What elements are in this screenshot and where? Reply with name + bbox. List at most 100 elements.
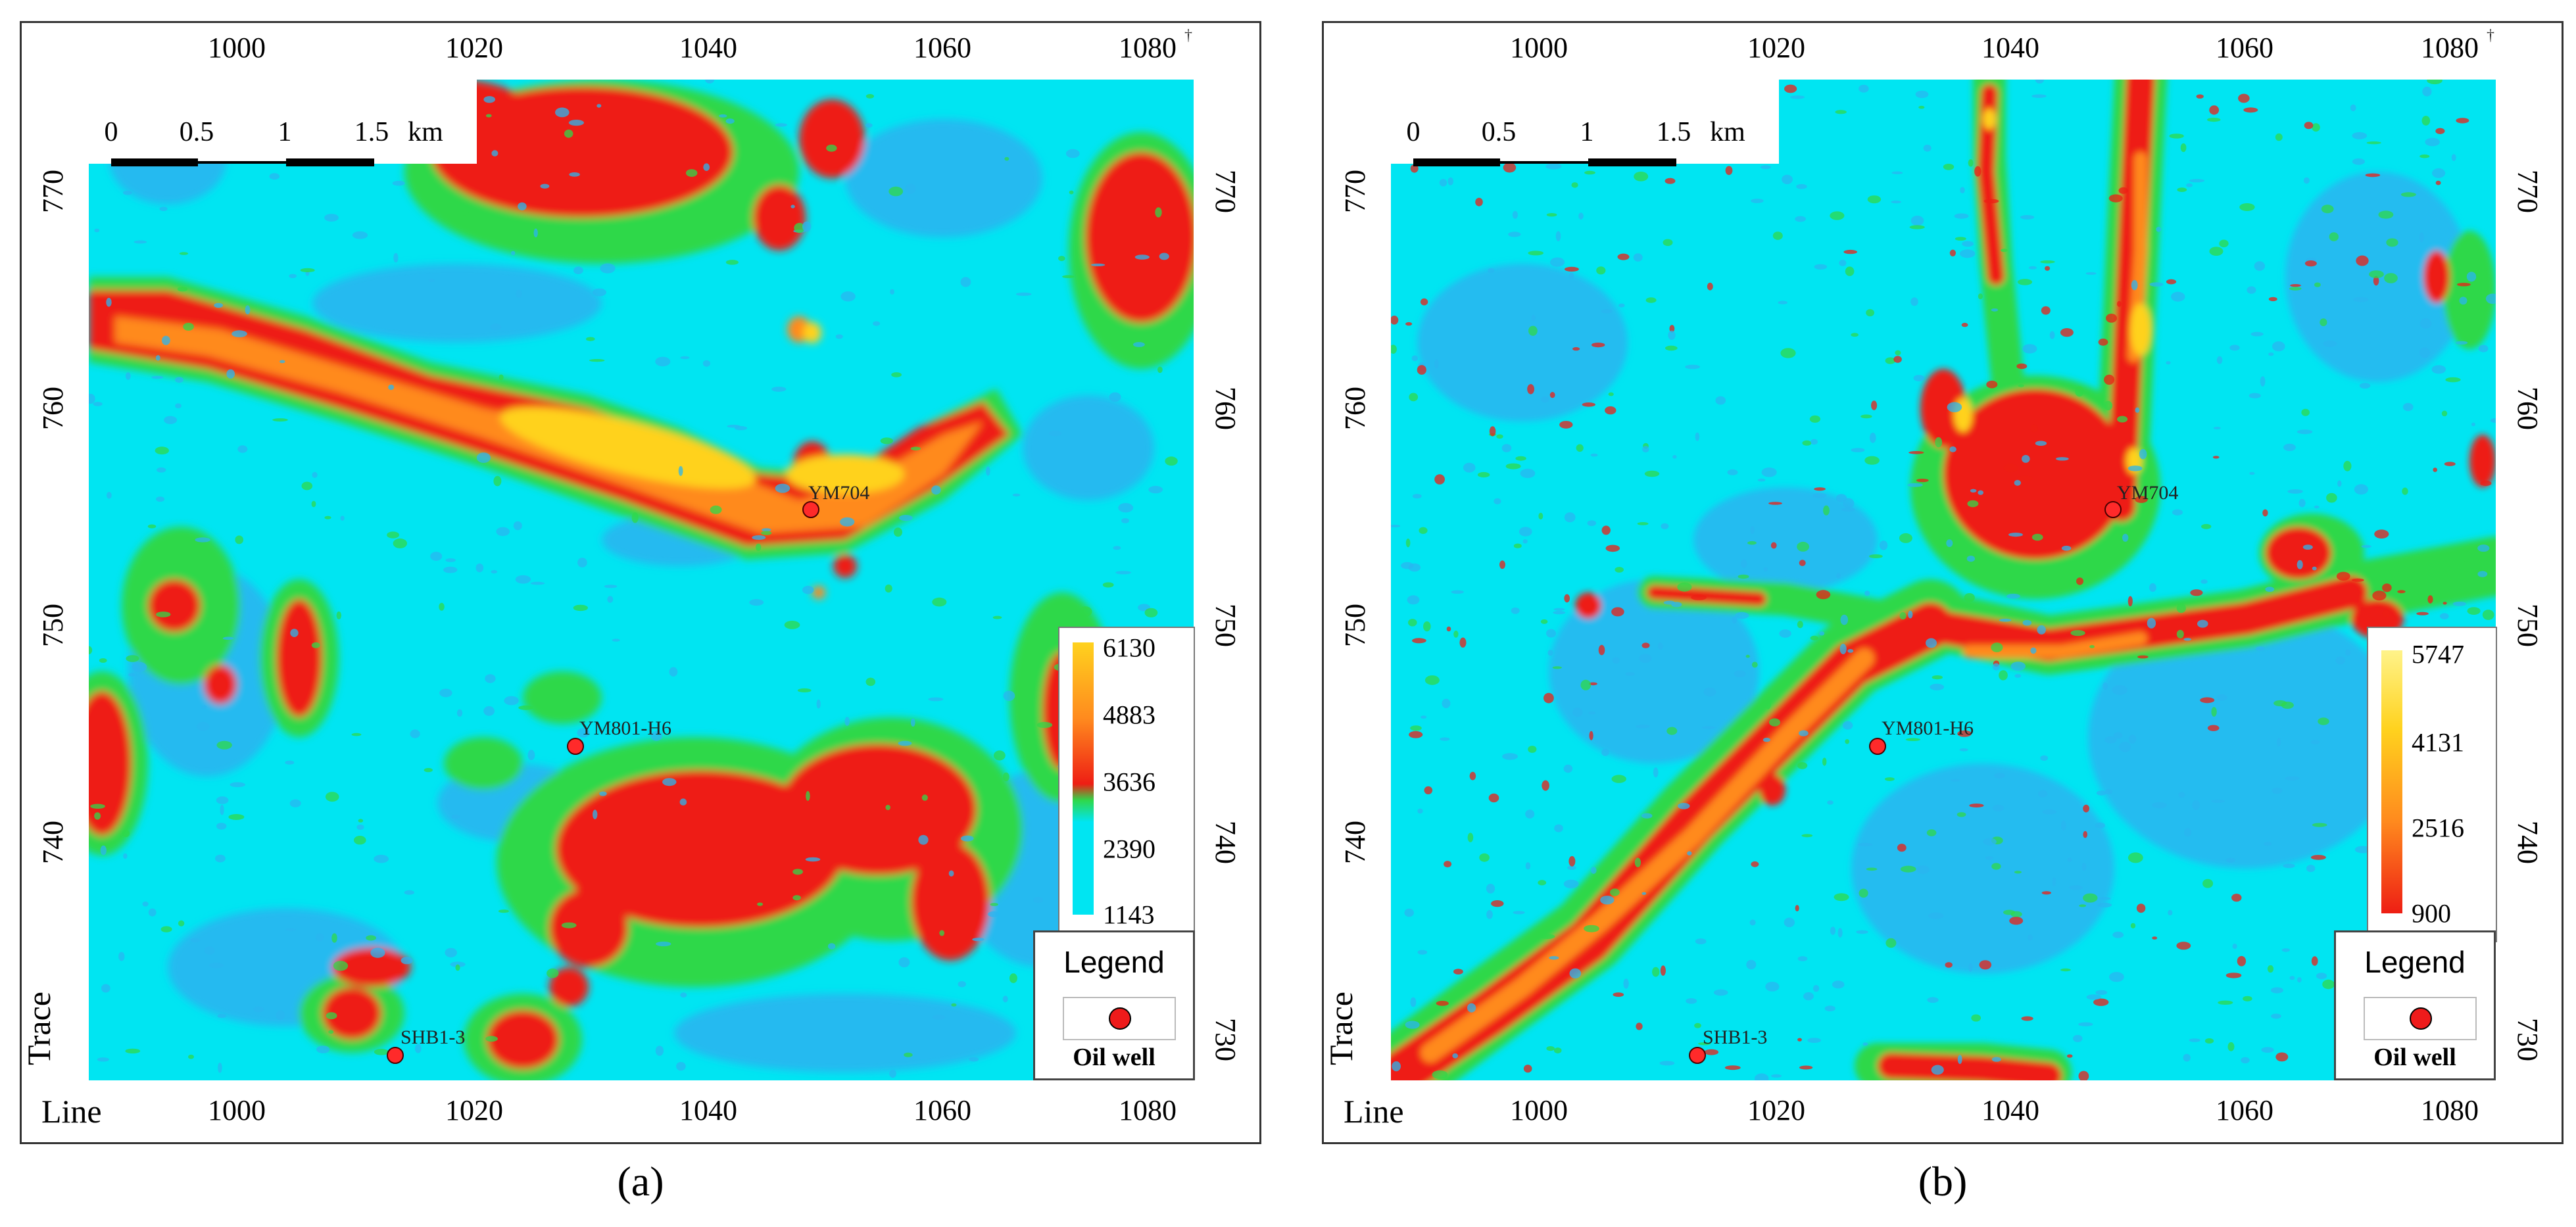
texture-speck [458,211,469,216]
texture-speck [1652,967,1660,977]
texture-speck [1946,539,1953,547]
x-tick-bottom: 1020 [1747,1094,1805,1126]
texture-speck [2089,645,2095,648]
scale-segment [1500,161,1588,164]
texture-speck [1598,644,1605,656]
texture-speck [1494,498,1501,504]
texture-speck [289,799,301,807]
texture-speck [1618,303,1625,308]
texture-speck [2176,942,2191,950]
oil-well-icon[interactable] [2104,501,2122,518]
texture-speck [1927,997,1939,1003]
texture-speck [2444,462,2456,466]
texture-speck [1578,212,1584,220]
x-tick-bottom: 1020 [445,1094,503,1126]
texture-speck [2207,118,2221,122]
texture-speck [459,1032,466,1043]
texture-speck [276,1010,285,1021]
texture-speck [2243,996,2252,1001]
texture-speck [1799,730,1809,736]
texture-speck [2056,457,2069,461]
texture-speck [2216,356,2223,364]
texture-speck [1810,635,1818,640]
texture-speck [1812,493,1827,498]
texture-speck [2281,702,2294,709]
well-label: YM704 [808,482,870,504]
texture-speck [156,496,165,502]
texture-speck [802,585,814,594]
texture-speck [928,697,944,702]
texture-speck [2040,260,2055,264]
texture-speck [2241,1057,2250,1064]
texture-speck [1860,414,1872,419]
oil-well-icon[interactable] [1869,738,1886,755]
texture-speck [2128,734,2137,744]
texture-speck [577,558,587,567]
texture-speck [1545,163,1562,170]
color-scale-value: 1143 [1103,900,1155,930]
texture-speck [2014,871,2022,874]
texture-speck [979,774,990,781]
texture-speck [1810,439,1818,445]
oil-well-icon[interactable] [802,501,819,518]
texture-speck [2490,418,2496,423]
texture-speck [230,782,245,788]
texture-speck [1590,453,1598,457]
oil-well-icon[interactable] [387,1047,404,1064]
texture-speck [1969,804,1984,807]
y-tick-left: 740 [1339,821,1371,864]
texture-speck [1943,164,1955,170]
texture-speck [2271,1013,2281,1019]
texture-speck [1505,463,1521,469]
texture-speck [279,360,285,364]
texture-speck [1797,956,1808,961]
texture-speck [762,528,771,532]
oil-well-icon[interactable] [567,738,584,755]
texture-speck [2041,306,2051,315]
texture-speck [228,814,245,820]
texture-speck [1864,590,1870,596]
texture-speck [2318,717,2329,725]
texture-speck [188,1054,194,1059]
texture-speck [2197,619,2208,628]
texture-speck [99,658,107,663]
map-panel-b: † 1000 1020 1040 1060 1080 [1322,21,2564,1144]
scale-bar: 0 0.5 1 1.5 km [89,80,477,164]
x-tick-bottom: 1040 [1981,1094,2039,1126]
north-arrow-icon: † [2487,27,2494,44]
texture-speck [155,446,169,455]
attribute-map-b[interactable]: YM704 YM801-H6 SHB1-3 [1391,80,2496,1080]
texture-speck [1522,539,1528,544]
texture-speck [972,938,984,942]
texture-speck [1784,917,1795,928]
texture-speck [2209,105,2220,115]
y-tick-left: 740 [37,821,69,864]
texture-speck [1541,396,1549,403]
texture-speck [2316,973,2327,980]
texture-speck [931,485,941,495]
texture-speck [1715,396,1726,405]
texture-speck [1827,800,1834,805]
texture-speck [2335,656,2345,665]
texture-speck [1419,527,1428,534]
texture-speck [285,760,295,765]
texture-speck [1657,642,1663,650]
texture-speck [352,231,368,239]
texture-speck [1600,896,1615,905]
texture-speck [1440,737,1450,741]
texture-speck [1525,809,1535,819]
texture-speck [784,621,800,629]
attribute-map-a[interactable]: YM704 YM801-H6 SHB1-3 [89,80,1194,1080]
texture-speck [2419,347,2431,358]
y-tick-right: 740 [2512,821,2544,864]
texture-speck [183,322,194,331]
texture-speck [1410,725,1422,731]
texture-speck [1931,1065,1944,1075]
color-scale-value: 900 [2412,898,2451,928]
texture-speck [894,527,902,537]
texture-speck [1991,308,1999,312]
texture-speck [2302,544,2313,550]
oil-well-icon[interactable] [1689,1047,1706,1064]
texture-speck [2008,533,2023,537]
texture-speck [2285,776,2300,781]
